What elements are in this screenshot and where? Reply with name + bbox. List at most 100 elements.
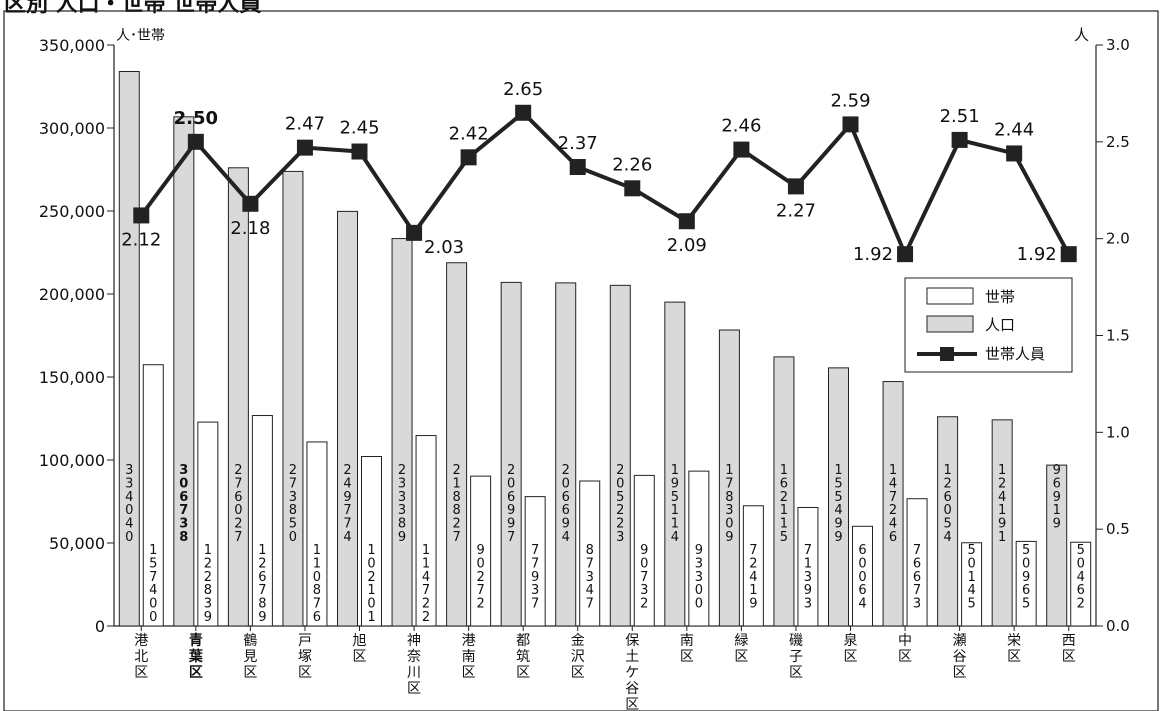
- line-value-label: 2.26: [612, 154, 652, 175]
- line-marker: [624, 180, 641, 197]
- line-marker: [187, 133, 204, 150]
- bar-household-label: 1: [804, 556, 812, 571]
- bar-household-label: 7: [531, 543, 539, 558]
- bar-population-label: 2: [998, 476, 1006, 491]
- bar-population-label: 4: [834, 503, 842, 518]
- bar-household-label: 7: [313, 597, 321, 612]
- bar-household-label: 0: [1077, 556, 1085, 571]
- bar-population: [500, 281, 522, 627]
- bar-household-label: 9: [1022, 570, 1030, 585]
- bar-household-label: 2: [367, 570, 375, 585]
- line-value-label: 2.46: [721, 116, 761, 137]
- bar-population-label: 3: [398, 476, 406, 491]
- bar-household-label: 3: [640, 583, 648, 598]
- bar-population: [391, 238, 413, 627]
- bar-household-label: 7: [913, 583, 921, 598]
- bar-household-label: 7: [749, 543, 757, 558]
- bar-household-label: 0: [367, 556, 375, 571]
- bar-household-label: 7: [804, 543, 812, 558]
- line-marker: [787, 178, 804, 195]
- bar-population-label: 6: [780, 476, 788, 491]
- bar-household-label: 9: [749, 597, 757, 612]
- bar-population-label: 2: [507, 463, 515, 478]
- bar-household-label: 3: [586, 570, 594, 585]
- bar-population-label: 9: [1053, 517, 1061, 532]
- bar-population-label: 9: [398, 530, 406, 545]
- category-label: 区: [844, 649, 858, 665]
- bar-population-label: 5: [834, 490, 842, 505]
- bar-household: [524, 496, 546, 627]
- bar-household: [633, 474, 655, 627]
- bar-household-label: 3: [695, 570, 703, 585]
- bar-population: [664, 301, 686, 627]
- bar-household-label: 6: [913, 556, 921, 571]
- left-tick-label: 250,000: [39, 202, 105, 221]
- category-label: 区: [1007, 649, 1021, 665]
- category-label: 中: [898, 633, 912, 649]
- bar-population-label: 9: [1053, 490, 1061, 505]
- line-value-label: 2.50: [174, 108, 218, 129]
- bar-population-label: 3: [179, 517, 188, 532]
- bar-household: [415, 435, 437, 627]
- bar-population: [555, 282, 577, 627]
- bar-population-label: 4: [889, 517, 897, 532]
- category-label: 見: [243, 649, 257, 665]
- bar-population-label: 4: [125, 517, 133, 532]
- bar-population-label: 1: [889, 463, 897, 478]
- category-label: 区: [189, 665, 203, 681]
- category-label: 保: [625, 633, 639, 649]
- right-tick-label: 2.5: [1106, 133, 1130, 151]
- legend-label-household-size: 世帯人員: [985, 345, 1045, 363]
- chart-frame: [3, 10, 1159, 711]
- line-marker: [569, 159, 586, 176]
- bar-household-label: 2: [476, 597, 484, 612]
- bar-household-label: 0: [1022, 556, 1030, 571]
- bar-household: [1070, 541, 1092, 627]
- bar-population-label: 7: [452, 530, 460, 545]
- bar-household-label: 0: [476, 556, 484, 571]
- bar-household-label: 6: [1022, 583, 1030, 598]
- bar-population-label: 6: [179, 490, 188, 505]
- bar-household-label: 5: [967, 543, 975, 558]
- bar-household-label: 6: [313, 610, 321, 625]
- bar-population-label: 0: [507, 476, 515, 491]
- category-label: 区: [571, 665, 585, 681]
- line-marker: [678, 213, 695, 230]
- bar-household-label: 1: [204, 543, 212, 558]
- left-tick-label: 0: [95, 617, 105, 636]
- bar-household-label: 5: [1022, 543, 1030, 558]
- bar-household-label: 0: [695, 583, 703, 598]
- bar-population-label: 3: [725, 503, 733, 518]
- bar-household-label: 1: [367, 610, 375, 625]
- bar-population-label: 2: [616, 463, 624, 478]
- bar-household: [579, 480, 601, 627]
- line-value-label: 2.59: [830, 90, 870, 111]
- line-value-label: 2.12: [121, 229, 161, 250]
- bar-population-label: 5: [616, 490, 624, 505]
- bar-population: [337, 210, 358, 627]
- bar-population-label: 1: [998, 530, 1006, 545]
- category-label: 区: [953, 665, 967, 681]
- bar-population: [609, 284, 631, 627]
- bar-household-label: 0: [695, 597, 703, 612]
- bar-household: [197, 421, 219, 627]
- bar-population-label: 2: [616, 517, 624, 532]
- bar-population-label: 2: [398, 463, 406, 478]
- line-value-label: 2.03: [424, 237, 464, 258]
- bar-population-label: 7: [343, 517, 351, 532]
- bar-population-label: 7: [725, 476, 733, 491]
- line-value-label: 2.45: [339, 118, 379, 139]
- bar-population-label: 3: [179, 463, 188, 478]
- bar-population-label: 7: [289, 476, 297, 491]
- line-value-label: 2.51: [940, 106, 980, 127]
- category-label: 港: [462, 633, 476, 649]
- bar-household-label: 9: [695, 543, 703, 558]
- bar-population: [937, 416, 959, 627]
- bar-population-label: 1: [834, 463, 842, 478]
- bar-population-label: 5: [943, 517, 951, 532]
- bar-population-label: 3: [125, 463, 133, 478]
- left-tick-label: 100,000: [39, 451, 105, 470]
- bar-population: [227, 167, 249, 627]
- bar-household-label: 7: [149, 570, 157, 585]
- category-label: 土: [625, 649, 639, 665]
